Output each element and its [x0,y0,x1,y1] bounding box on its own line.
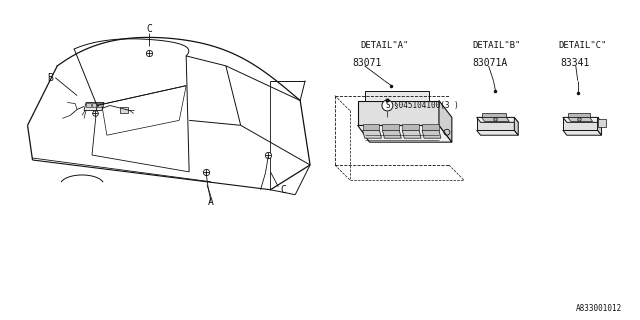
Polygon shape [403,124,419,130]
Text: A: A [208,196,214,207]
Polygon shape [120,108,128,113]
Polygon shape [477,130,518,135]
Text: 83341: 83341 [560,58,589,68]
Text: §045104100(3 ): §045104100(3 ) [394,101,459,110]
Polygon shape [563,130,602,135]
Polygon shape [598,119,605,127]
Polygon shape [481,113,506,117]
Polygon shape [98,103,103,108]
Polygon shape [383,124,399,130]
Polygon shape [439,100,452,142]
Polygon shape [403,130,421,138]
Polygon shape [422,124,439,130]
Text: DETAIL"B": DETAIL"B" [472,42,521,51]
Polygon shape [358,125,452,142]
Polygon shape [563,117,598,130]
Circle shape [382,100,393,111]
Polygon shape [422,130,441,138]
Text: S: S [385,101,390,110]
Text: 83071: 83071 [353,58,382,68]
Polygon shape [363,124,380,130]
Text: 83071A: 83071A [473,58,508,68]
Text: C: C [280,185,286,195]
Polygon shape [84,102,104,110]
Polygon shape [365,91,429,100]
Polygon shape [92,103,97,108]
Polygon shape [477,117,518,122]
Text: C: C [147,24,152,34]
Polygon shape [568,117,593,121]
Polygon shape [86,103,91,108]
Polygon shape [358,100,439,125]
Polygon shape [598,117,602,135]
Polygon shape [477,117,515,130]
Polygon shape [363,130,381,138]
Text: A833001012: A833001012 [576,304,622,313]
Polygon shape [515,117,518,135]
Text: B: B [47,73,53,83]
Text: DETAIL"A": DETAIL"A" [360,42,408,51]
Polygon shape [481,117,509,121]
Text: DETAIL"C": DETAIL"C" [559,42,607,51]
Polygon shape [383,130,401,138]
Polygon shape [563,117,602,122]
Polygon shape [568,113,589,117]
